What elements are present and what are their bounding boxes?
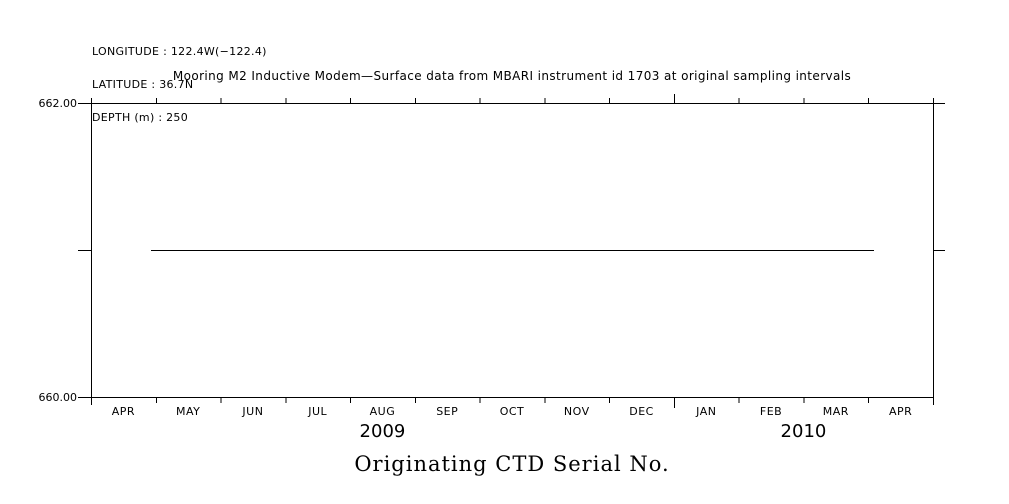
x-month-label: NOV [564, 405, 590, 418]
depth-label: DEPTH (m) : 250 [92, 111, 189, 124]
x-month-label: SEP [436, 405, 458, 418]
location-info: LONGITUDE : 122.4W(−122.4) LATITUDE : 36… [92, 24, 267, 145]
x-month-label: DEC [629, 405, 654, 418]
x-month-label: JUN [241, 405, 263, 418]
plot-title: Mooring M2 Inductive Modem—Surface data … [172, 69, 852, 83]
x-axis-caption: Originating CTD Serial No. [354, 452, 670, 476]
y-axis-label: 660.00 [39, 391, 78, 404]
x-month-label: OCT [500, 405, 525, 418]
x-month-label: MAR [823, 405, 849, 418]
x-month-label: MAY [176, 405, 200, 418]
x-month-label: FEB [760, 405, 782, 418]
x-year-label: 2009 [360, 421, 406, 442]
x-month-label: JUL [307, 405, 327, 418]
x-month-label: JAN [695, 405, 716, 418]
x-year-label: 2010 [781, 421, 827, 442]
longitude-label: LONGITUDE : 122.4W(−122.4) [92, 45, 267, 58]
x-month-label: APR [112, 405, 135, 418]
latitude-label: LATITUDE : 36.7N [92, 78, 194, 91]
y-axis-label: 662.00 [39, 97, 78, 110]
x-month-label: AUG [370, 405, 396, 418]
x-month-label: APR [889, 405, 912, 418]
